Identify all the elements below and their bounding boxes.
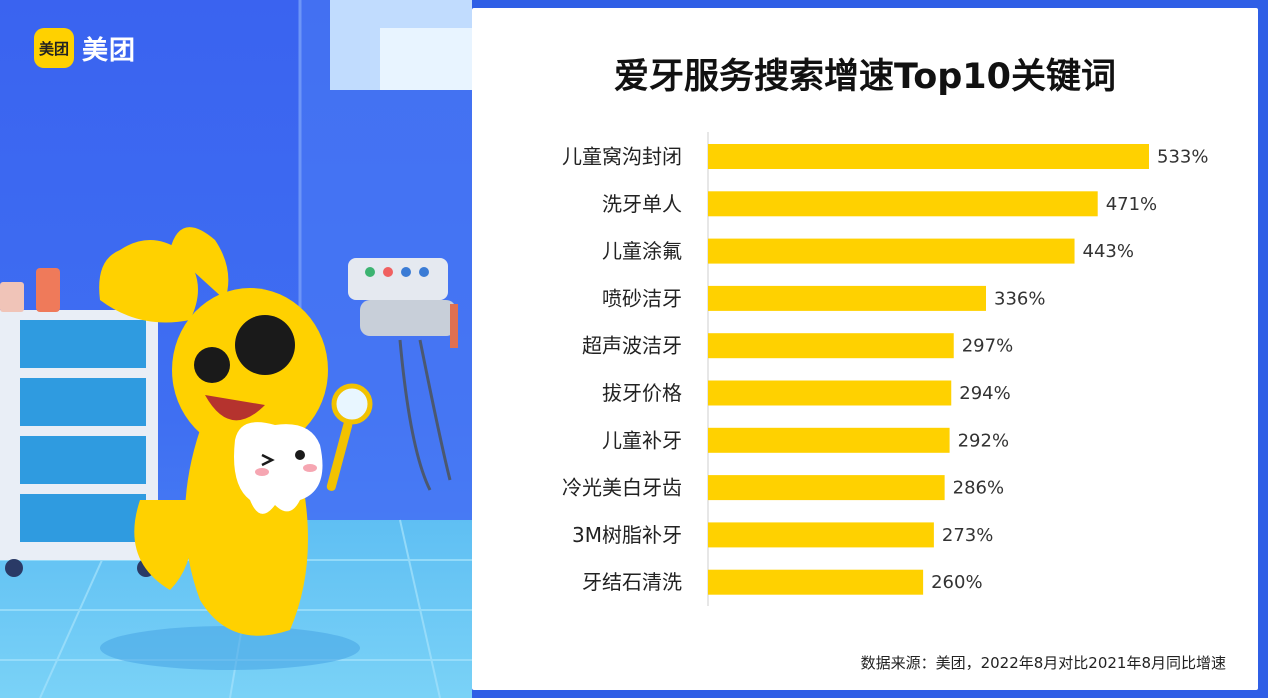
value-label: 292% bbox=[958, 430, 1009, 451]
bar bbox=[708, 522, 934, 548]
bar bbox=[708, 333, 954, 359]
value-label: 273% bbox=[942, 525, 993, 546]
value-label: 533% bbox=[1157, 147, 1208, 168]
dental-equipment bbox=[348, 258, 458, 491]
value-label: 297% bbox=[962, 336, 1013, 357]
category-label: 拔牙价格 bbox=[602, 381, 682, 405]
chart-title: 爱牙服务搜索增速Top10关键词 bbox=[613, 57, 1117, 97]
value-label: 471% bbox=[1106, 194, 1157, 215]
bar bbox=[708, 475, 945, 501]
chart-card: 爱牙服务搜索增速Top10关键词 儿童窝沟封闭 533% 洗牙单人 471% 儿童涂氟 4… bbox=[472, 8, 1258, 690]
mascot-character bbox=[99, 227, 373, 636]
category-label: 洗牙单人 bbox=[602, 192, 682, 216]
value-label: 336% bbox=[994, 288, 1045, 309]
category-label: 3M树脂补牙 bbox=[572, 523, 682, 547]
bar bbox=[708, 144, 1149, 169]
value-label: 260% bbox=[931, 572, 982, 593]
category-label: 喷砂洁牙 bbox=[602, 286, 682, 310]
category-label: 超声波洁牙 bbox=[582, 334, 682, 358]
bar bbox=[708, 238, 1075, 264]
category-label: 儿童窝沟封闭 bbox=[562, 145, 682, 169]
logo-badge: 美团 bbox=[34, 28, 74, 68]
value-label: 443% bbox=[1083, 241, 1134, 262]
logo-wordmark: 美团 bbox=[82, 35, 137, 66]
bar bbox=[708, 191, 1098, 217]
bar bbox=[708, 285, 987, 311]
bar bbox=[708, 427, 950, 453]
value-label: 294% bbox=[959, 383, 1010, 404]
meituan-logo: 美团 美团 bbox=[34, 28, 136, 68]
dental-clinic-illustration bbox=[0, 0, 472, 698]
bar bbox=[708, 569, 924, 595]
category-label: 儿童补牙 bbox=[602, 428, 682, 452]
cabinet bbox=[0, 268, 158, 577]
illustration-panel: 美团 美团 bbox=[0, 0, 472, 698]
bar bbox=[708, 380, 952, 406]
data-source-note: 数据来源：美团，2022年8月对比2021年8月同比增速 bbox=[860, 654, 1226, 672]
value-label: 286% bbox=[953, 478, 1004, 499]
category-label: 冷光美白牙齿 bbox=[562, 476, 682, 500]
category-label: 儿童涂氟 bbox=[602, 239, 682, 263]
category-label: 牙结石清洗 bbox=[582, 570, 682, 594]
bar-chart: 儿童窝沟封闭 533% 洗牙单人 471% 儿童涂氟 443% 喷砂洁牙 336% 超声波洁牙 2… bbox=[562, 132, 1208, 606]
